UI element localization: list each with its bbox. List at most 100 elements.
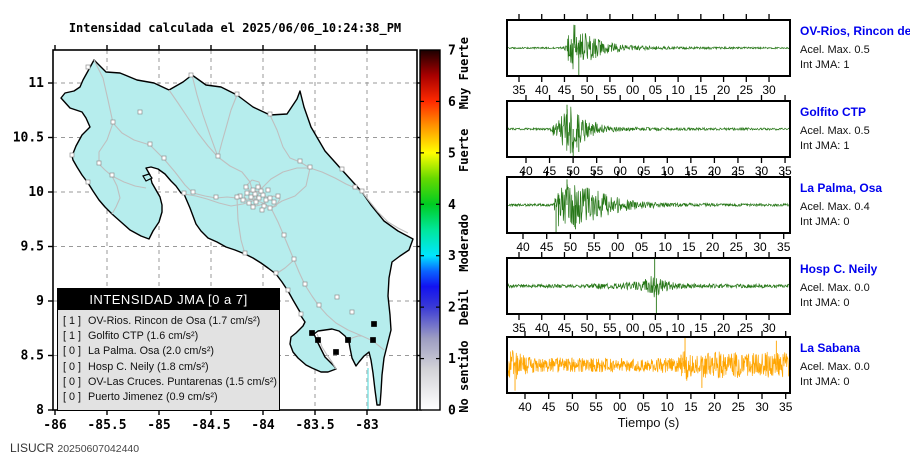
legend-item-intensity: [ 0 ] <box>63 375 82 388</box>
trace-x-tick-label: 25 <box>732 400 746 414</box>
trace-frame <box>506 19 791 77</box>
station-marker <box>267 205 273 211</box>
trace-x-tick-label: 55 <box>590 164 604 178</box>
trace-station-name: La Palma, Osa <box>800 181 883 195</box>
map-x-tick-label: -83.5 <box>295 418 334 433</box>
trace-info-1: OV-Rios, Rincon de Os Acel. Max. 0.5 Int J… <box>800 24 910 71</box>
road-line <box>217 94 238 158</box>
station-marker <box>190 189 196 195</box>
triggered-station-marker <box>333 349 339 355</box>
road-line <box>191 74 219 158</box>
road-line <box>236 197 246 255</box>
trace-acel-max: Acel. Max. 0.0 <box>800 361 870 373</box>
map-x-tick-labels: -86 -85.5 -85 -84.5 -84 -83.5 -83 <box>43 418 378 433</box>
waveform <box>508 179 789 232</box>
trace-ticks <box>525 95 786 163</box>
legend-item-text: OV-Las Cruces. Puntarenas (1.5 cm/s²) <box>88 375 278 388</box>
trace-x-tick-label: 55 <box>587 240 601 254</box>
colorbar-tick-label: 2 <box>448 301 456 316</box>
trace-x-tick-label: 50 <box>566 400 580 414</box>
station-marker <box>307 164 313 170</box>
map-y-tick-label: 10.5 <box>13 131 44 146</box>
map-x-tick-label: -83 <box>355 418 378 433</box>
station-marker <box>263 197 269 203</box>
station-marker <box>215 153 221 159</box>
trace-x-tick-label: 40 <box>516 240 530 254</box>
legend-item: [ 0 ] Hosp C. Neily (1.8 cm/s²) <box>63 360 274 375</box>
colorbar-gradient <box>420 50 440 410</box>
station-marker <box>271 199 277 205</box>
trace-x-tick-label: 00 <box>626 321 640 335</box>
station-marker <box>297 158 303 164</box>
trace-x-tick-label: 20 <box>708 400 722 414</box>
legend-item: [ 1 ] OV-Rios. Rincon de Osa (1.7 cm/s²) <box>63 314 274 329</box>
trace-panel-3: 40 45 50 55 00 05 10 15 20 25 30 35 <box>506 171 791 254</box>
trace-x-tick-label: 05 <box>635 240 649 254</box>
trace-x-tick-label: 55 <box>589 400 603 414</box>
waveform <box>508 338 789 391</box>
map-x-tick-label: -86 <box>43 418 67 433</box>
trace-x-tick-label: 45 <box>543 164 557 178</box>
station-marker <box>110 119 116 125</box>
station-marker <box>243 184 249 190</box>
colorbar-frame <box>419 49 441 411</box>
legend-item-text: Golfito CTP (1.6 cm/s²) <box>88 330 199 343</box>
trace-x-tick-label: 15 <box>682 240 696 254</box>
legend-item-intensity: [ 1 ] <box>63 315 82 327</box>
station-marker <box>302 281 308 287</box>
station-marker <box>281 232 287 238</box>
trace-x-tick-label: 20 <box>706 240 720 254</box>
station-marker <box>250 187 256 193</box>
trace-acel-max: Acel. Max. 0.0 <box>800 282 870 294</box>
road-line <box>98 122 121 215</box>
map-panel: -86 -85.5 -85 -84.5 -84 -83.5 -83 8 8.5 9 9.5 10 10.… <box>13 45 422 433</box>
station-marker <box>258 188 264 194</box>
trace-x-tick-label: 55 <box>603 321 617 335</box>
trace-tick-labels: 40 45 50 55 00 05 10 15 20 25 30 35 <box>518 400 792 414</box>
road-line <box>270 167 311 209</box>
trace-x-tick-label: 45 <box>540 240 554 254</box>
waveform <box>508 24 789 75</box>
station-marker <box>316 302 322 308</box>
trace-x-tick-label: 45 <box>558 321 572 335</box>
trace-x-tick-label: 15 <box>684 400 698 414</box>
triggered-station-marker <box>309 330 315 336</box>
trace-ticks <box>522 171 785 239</box>
station-marker <box>137 109 143 115</box>
trace-x-tick-label: 25 <box>740 83 754 97</box>
waveform <box>508 259 789 313</box>
trace-station-name: OV-Rios, Rincon de Os <box>800 24 910 38</box>
trace-int-jma: Int JMA: 0 <box>800 216 850 228</box>
station-marker <box>85 64 91 70</box>
station-marker <box>359 188 365 194</box>
trace-x-tick-label: 35 <box>777 240 791 254</box>
station-marker <box>291 256 297 262</box>
report-title: Intensidad calculada el 2025/06/06_10:24… <box>68 21 402 35</box>
trace-info-4: Hosp C. Neily Acel. Max. 0.0 Int JMA: 0 <box>800 262 908 309</box>
trace-tick-labels: 35 40 45 50 55 00 05 10 15 20 25 30 <box>512 83 776 97</box>
road-line <box>183 193 256 207</box>
trace-acel-max: Acel. Max. 0.4 <box>800 201 870 213</box>
colorbar-tick-label: 7 <box>448 44 456 59</box>
trace-panel-2: 40 45 50 55 00 05 10 15 20 25 30 35 <box>506 95 792 178</box>
colorbar-category-label: Moderado <box>457 214 471 272</box>
station-marker <box>181 190 187 196</box>
legend-item-text: Puerto Jimenez (0.9 cm/s²) <box>88 391 218 404</box>
trace-x-tick-label: 40 <box>519 164 533 178</box>
colorbar: 0 1 2 3 4 5 6 7 No sentido Debil Moderado Fuerte Muy… <box>419 37 471 419</box>
trace-x-tick-label: 50 <box>581 83 595 97</box>
map-x-tick-label: -84.5 <box>191 418 230 433</box>
colorbar-tick-label: 6 <box>448 95 456 110</box>
road-line <box>275 259 295 275</box>
legend-item: [ 0 ] La Palma. Osa (2.0 cm/s²) <box>63 344 274 359</box>
colorbar-category-label: Muy Fuerte <box>457 37 471 109</box>
station-marker <box>248 194 254 200</box>
map-x-tick-label: -84 <box>251 418 275 433</box>
station-marker <box>267 111 273 117</box>
trace-x-tick-label: 30 <box>755 164 769 178</box>
island <box>142 173 153 182</box>
trace-x-tick-label: 10 <box>671 83 685 97</box>
trace-x-tick-label: 20 <box>717 83 731 97</box>
